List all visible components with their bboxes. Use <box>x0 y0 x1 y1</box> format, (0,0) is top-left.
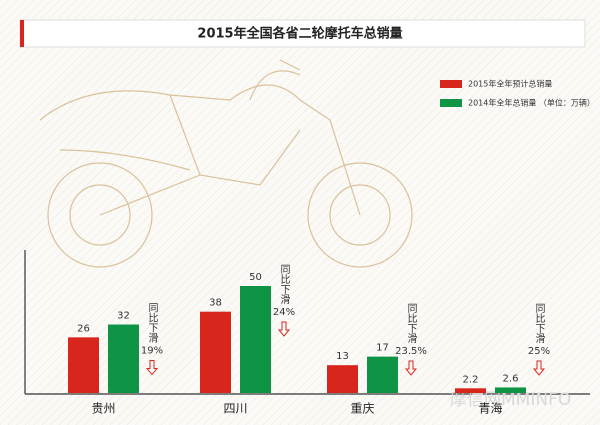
x-tick-label: 重庆 <box>350 402 374 416</box>
annotation-text: 同比下滑 <box>146 302 158 342</box>
value-label: 17 <box>376 343 389 354</box>
value-label: 50 <box>249 272 262 283</box>
annotation-text: 同比下滑 <box>405 303 417 343</box>
value-label: 13 <box>336 351 349 362</box>
x-tick-label: 青海 <box>478 401 502 416</box>
bar <box>327 365 358 393</box>
annotation-value: 24% <box>273 307 295 318</box>
down-arrow <box>145 360 159 376</box>
bar <box>240 286 271 393</box>
legend-label: 2014年全年总销量 （单位：万辆） <box>468 98 595 108</box>
annotation-value: 23.5% <box>395 346 427 357</box>
motorcycle-sketch <box>39 59 413 268</box>
annotation-text: 同比下滑 <box>278 264 290 304</box>
watermark: 摩信网MMINFO <box>450 390 571 410</box>
legend-label: 2015年全年预计总销量 <box>468 79 552 89</box>
down-arrow <box>277 321 291 337</box>
x-tick-label: 贵州 <box>91 402 115 416</box>
annotation-text: 同比下滑 <box>533 303 545 343</box>
value-label: 2.2 <box>463 374 479 385</box>
annotation-value: 19% <box>141 346 163 357</box>
down-arrow <box>532 360 546 376</box>
x-tick-label: 四川 <box>223 402 247 416</box>
title-box <box>19 19 586 48</box>
legend-swatch <box>440 80 462 88</box>
annotation-value: 25% <box>528 346 550 357</box>
title-accent <box>20 20 24 47</box>
bar <box>495 387 526 393</box>
bar <box>200 311 231 393</box>
bar <box>108 324 139 393</box>
value-label: 32 <box>117 311 130 322</box>
bar <box>367 356 398 393</box>
down-arrow <box>404 360 418 376</box>
bar <box>68 337 99 393</box>
value-label: 2.6 <box>503 373 519 384</box>
value-label: 38 <box>209 298 222 309</box>
bar <box>455 388 486 393</box>
chart-title: 2015年全国各省二轮摩托车总销量 <box>197 26 402 42</box>
value-label: 26 <box>77 323 90 334</box>
legend-swatch <box>440 99 462 107</box>
